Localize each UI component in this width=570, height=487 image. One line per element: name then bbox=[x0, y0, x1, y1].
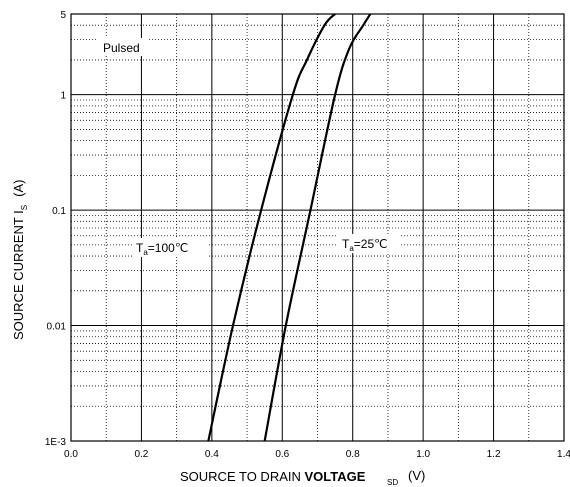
svg-text:Ta=25℃: Ta=25℃ bbox=[342, 237, 388, 253]
y-axis-title: SOURCE CURRENT IS (A) bbox=[11, 180, 29, 340]
annotation-t25-sub: a bbox=[349, 244, 354, 253]
y-tick-label: 5 bbox=[60, 10, 66, 21]
y-tick-label: 0.01 bbox=[47, 322, 67, 333]
series-layer bbox=[207, 13, 372, 442]
x-tick-label: 0.2 bbox=[134, 449, 148, 460]
annotation-t100: Ta=100℃ bbox=[132, 238, 208, 257]
minor-grid bbox=[71, 14, 564, 441]
y-tick-label: 1E-3 bbox=[45, 437, 67, 448]
y-tick-labels: 1E-3 0.01 0.1 1 5 bbox=[45, 10, 67, 448]
x-tick-label: 1.0 bbox=[416, 449, 430, 460]
annotation-t25-prefix: T bbox=[342, 237, 350, 251]
annotation-t100-text: =100℃ bbox=[148, 241, 189, 255]
svg-text:Ta=100℃: Ta=100℃ bbox=[136, 241, 188, 257]
x-tick-label: 0.4 bbox=[205, 449, 219, 460]
x-axis-title-bold: VOLTAGE bbox=[304, 469, 365, 484]
x-axis-title-unit: (V) bbox=[408, 468, 425, 483]
series-line-1 bbox=[207, 13, 336, 442]
annotation-t100-prefix: T bbox=[136, 241, 144, 255]
annotation-pulsed-text: Pulsed bbox=[103, 41, 140, 55]
x-tick-labels: 0.0 0.2 0.4 0.6 0.8 1.0 1.2 1.4 bbox=[64, 449, 570, 460]
y-axis-title-unit: (A) bbox=[11, 180, 26, 197]
plot-border bbox=[70, 13, 565, 442]
x-axis-title-sub: SD bbox=[387, 478, 398, 487]
series-line-2 bbox=[263, 13, 372, 442]
y-axis-title-sub: S bbox=[20, 205, 29, 210]
y-tick-label: 1 bbox=[60, 91, 66, 102]
x-tick-label: 1.2 bbox=[487, 449, 501, 460]
x-axis-title: SOURCE TO DRAIN VOLTAGE bbox=[180, 469, 366, 484]
y-axis-title-main: SOURCE CURRENT I bbox=[11, 210, 26, 340]
annotation-t25: Ta=25℃ bbox=[338, 234, 400, 253]
x-tick-label: 0.8 bbox=[346, 449, 360, 460]
plot-frame bbox=[70, 13, 565, 442]
y-tick-label: 0.1 bbox=[52, 206, 66, 217]
x-axis-title-main: SOURCE TO DRAIN bbox=[180, 469, 304, 484]
annotation-t25-text: =25℃ bbox=[354, 237, 388, 251]
annotation-t100-sub: a bbox=[143, 248, 148, 257]
x-tick-label: 1.4 bbox=[557, 449, 570, 460]
x-tick-label: 0.6 bbox=[275, 449, 289, 460]
x-tick-label: 0.0 bbox=[64, 449, 78, 460]
annotation-pulsed: Pulsed bbox=[98, 38, 148, 56]
